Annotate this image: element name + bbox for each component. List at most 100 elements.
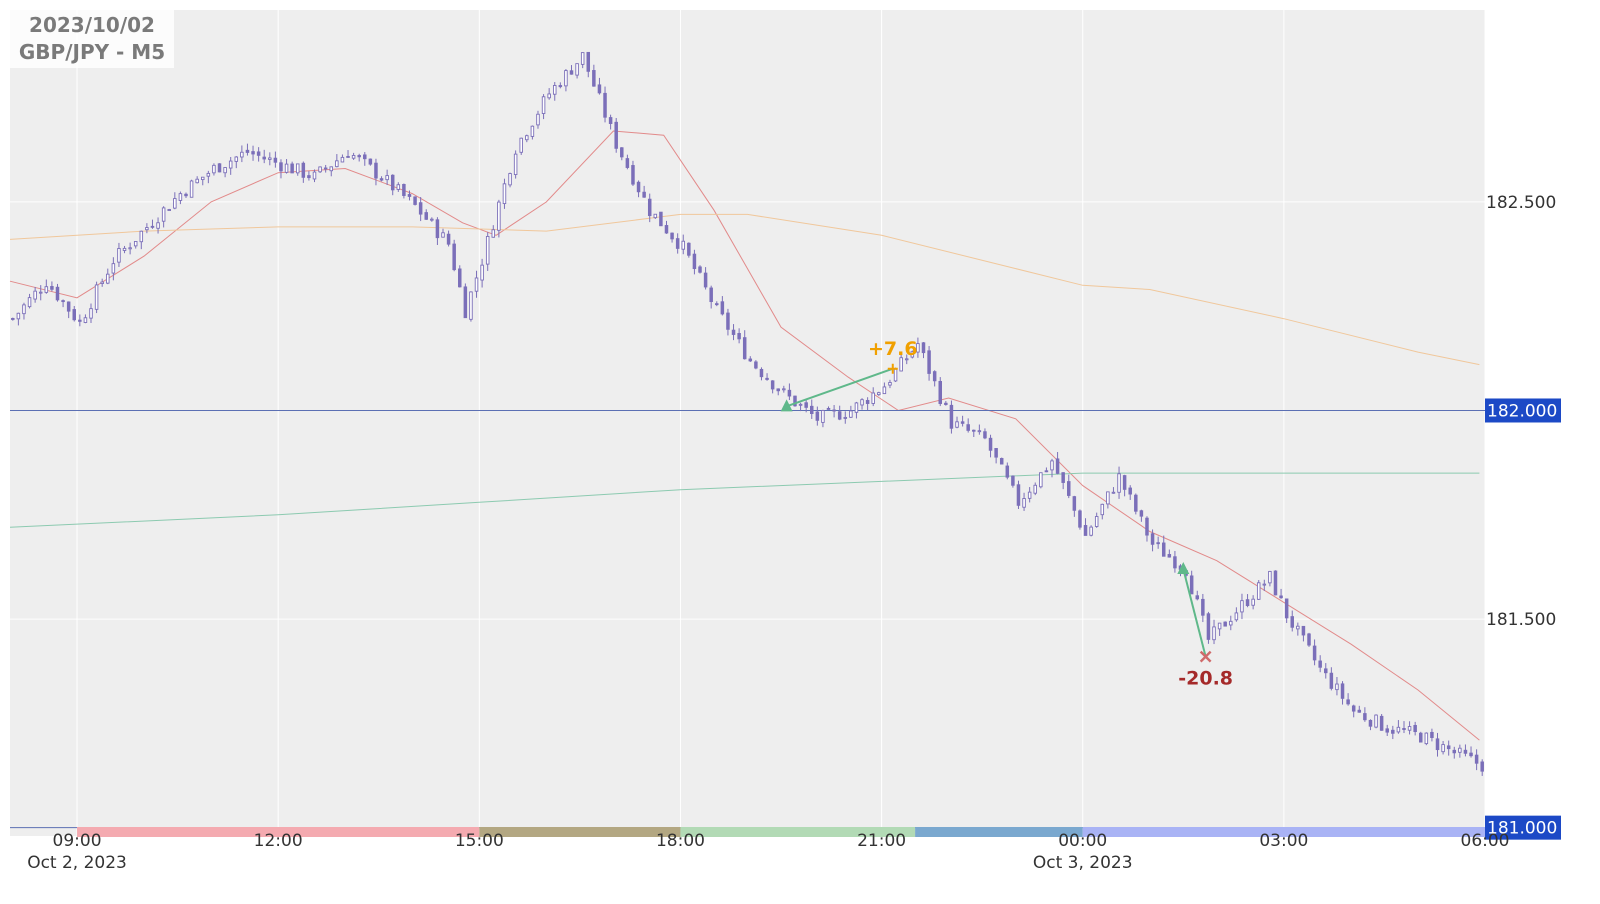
candle [1223, 621, 1227, 627]
candle [279, 159, 283, 179]
candle-body [485, 235, 490, 265]
candle [161, 206, 166, 228]
candle [977, 424, 982, 435]
candle [1161, 535, 1166, 557]
candle-body [11, 318, 15, 320]
candle-body [312, 171, 317, 180]
candle-body [1122, 475, 1127, 490]
y-tick-label: 181.500 [1486, 610, 1556, 630]
level-badge-label: 181.000 [1487, 819, 1557, 839]
candle-body [1111, 491, 1116, 494]
candle [184, 192, 188, 198]
candle-body [1335, 683, 1339, 691]
candle [720, 296, 725, 316]
candle-body [620, 147, 624, 158]
candle [256, 147, 261, 162]
candle-body [737, 333, 741, 340]
candle-body [106, 273, 110, 284]
candle-body [569, 70, 574, 75]
candle [921, 342, 926, 359]
candle-body [100, 281, 104, 284]
candle-body [139, 230, 144, 243]
candle-body [1396, 726, 1401, 733]
candle [770, 380, 775, 394]
candle [251, 145, 255, 161]
candle-body [262, 156, 266, 160]
candle [139, 230, 144, 250]
candle-body [731, 329, 736, 335]
candle-body [1324, 668, 1328, 674]
candle-body [1206, 613, 1211, 640]
candle-body [502, 183, 507, 205]
candle-body [1368, 719, 1373, 727]
candle-body [94, 284, 99, 310]
trade-result-label: -20.8 [1178, 668, 1233, 690]
candle-body [55, 286, 60, 301]
candle [726, 308, 730, 336]
candle [418, 197, 423, 222]
candle-body [810, 405, 814, 415]
candle [625, 154, 630, 170]
candle [877, 391, 881, 396]
candle-body [1446, 745, 1451, 750]
candle-body [301, 162, 306, 178]
candle-body [1078, 510, 1082, 528]
candle [1156, 536, 1160, 549]
candle [1039, 472, 1043, 489]
candle-body [1430, 731, 1434, 738]
candle-body [603, 92, 607, 118]
candle-body [849, 410, 853, 418]
candle-body [832, 409, 836, 412]
candle [150, 219, 155, 229]
candle [592, 64, 596, 87]
candle [1201, 593, 1205, 623]
candle [1385, 724, 1389, 736]
candle [212, 163, 216, 176]
candle-body [240, 151, 244, 158]
candle-body [1044, 470, 1049, 473]
candle [1329, 667, 1334, 691]
candle [564, 69, 568, 92]
candle-body [1083, 525, 1088, 536]
candle-body [1089, 526, 1093, 536]
candle-body [50, 286, 54, 290]
candle-body [206, 172, 211, 177]
candle [27, 293, 32, 309]
candle-body [709, 287, 713, 303]
candle [234, 156, 239, 169]
trade-2: -20.8 [1177, 562, 1233, 690]
trade-line [1182, 568, 1207, 657]
candle-body [726, 312, 730, 330]
session-band [1082, 827, 1485, 837]
candle-body [1329, 672, 1334, 689]
candle-body [413, 196, 417, 205]
candle [1173, 550, 1177, 573]
candle [1368, 719, 1373, 731]
candle-body [1128, 487, 1132, 495]
candle [1145, 516, 1149, 542]
candle [402, 183, 406, 199]
candle-body [1307, 633, 1311, 646]
candle [1296, 622, 1300, 636]
candle-body [910, 351, 915, 358]
candle-body [508, 173, 512, 186]
candle-body [1072, 496, 1077, 511]
candle [821, 409, 825, 428]
candle-body [1229, 620, 1233, 626]
candle [659, 211, 663, 227]
candle [949, 400, 954, 434]
candle-body [938, 380, 943, 404]
trade-line [786, 367, 894, 408]
candle-body [787, 389, 792, 397]
x-date-label: Oct 2, 2023 [27, 853, 127, 873]
candle-body [374, 162, 378, 179]
candle [1402, 721, 1406, 734]
candle-body [687, 242, 691, 256]
candle [1480, 759, 1484, 776]
candle [653, 213, 658, 220]
candle [441, 228, 445, 238]
candle-body [122, 247, 127, 251]
candle-body [178, 193, 183, 201]
candle [519, 137, 523, 155]
candle [38, 285, 43, 301]
